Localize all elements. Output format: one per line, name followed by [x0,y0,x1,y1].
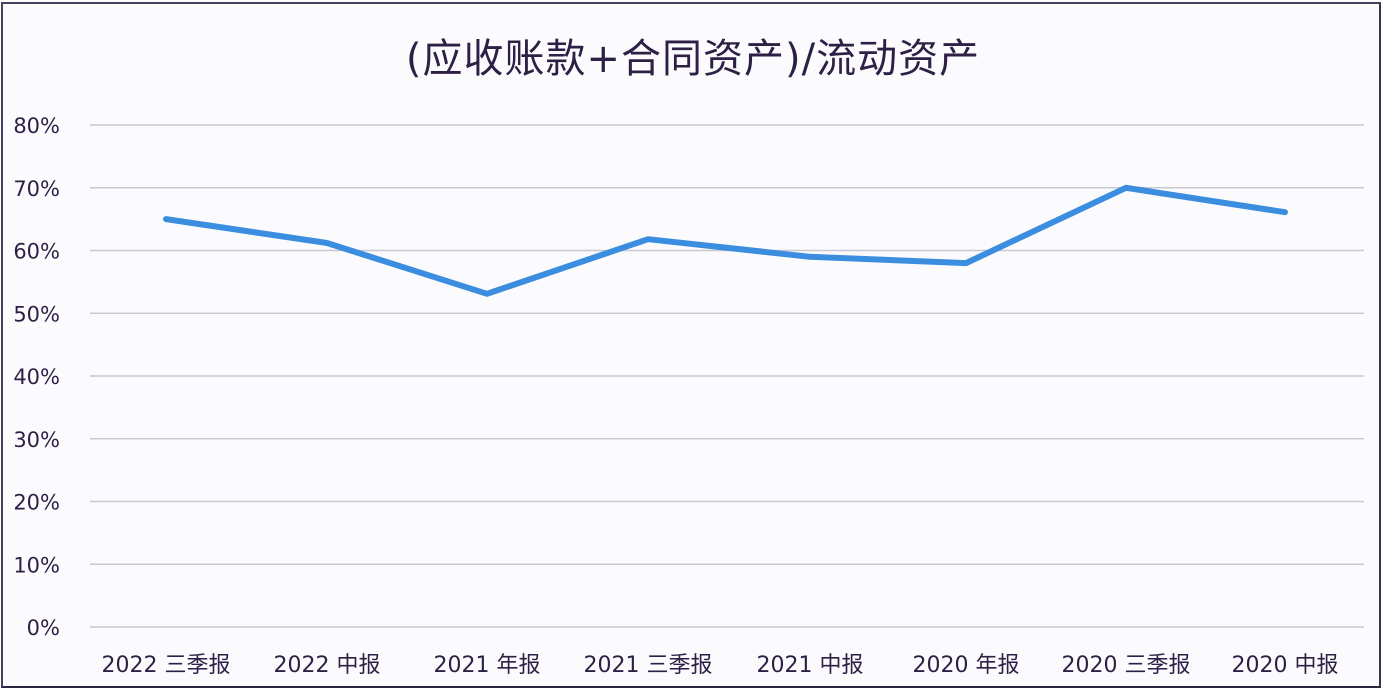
x-tick-label: 2020 三季报 [1062,653,1191,678]
y-tick-label: 30% [13,428,60,452]
y-tick-label: 0% [27,616,60,640]
series-line [163,184,1288,297]
x-tick-label: 2022 中报 [274,653,381,678]
y-tick-label: 70% [13,177,60,201]
y-tick-label: 40% [13,365,60,389]
y-tick-label: 20% [13,491,60,515]
y-tick-label: 50% [13,302,60,326]
x-tick-label: 2022 三季报 [102,653,231,678]
gridlines [90,124,1364,628]
chart-title: (应收账款+合同资产)/流动资产 [405,36,981,82]
y-tick-label: 10% [13,553,60,577]
y-tick-label: 80% [13,114,60,138]
x-tick-label: 2021 三季报 [584,653,713,678]
x-tick-label: 2021 中报 [757,653,864,678]
x-tick-label: 2020 中报 [1232,653,1339,678]
x-axis-ticks: 2022 三季报 2022 中报 2021 年报 2021 三季报 2021 中报 202… [102,653,1339,678]
x-tick-label: 2020 年报 [913,653,1020,678]
y-tick-label: 60% [13,240,60,264]
y-axis-ticks: 0% 10% 20% 30% 40% 50% 60% 70% 80% [13,114,60,640]
x-tick-label: 2021 年报 [434,653,541,678]
